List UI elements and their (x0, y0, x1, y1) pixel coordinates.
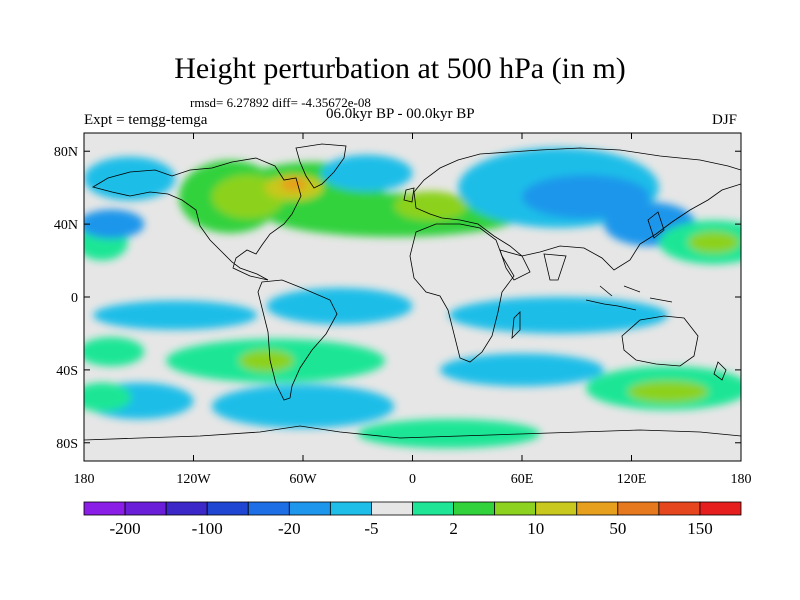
coast-madagascar (511, 311, 521, 340)
coastlines (84, 143, 741, 441)
lat-tick-label: 40N (54, 218, 78, 233)
coast-eurasia (413, 147, 741, 271)
lat-tick-label: 40S (56, 364, 78, 379)
period-label: 06.0kyr BP - 00.0kyr BP (326, 106, 475, 122)
season-label: DJF (712, 112, 738, 128)
colorbar-box (453, 501, 496, 516)
field-blob-17 (266, 287, 413, 325)
lon-tick-label: 120E (617, 472, 647, 487)
field-contours (84, 147, 741, 449)
coast-australia (621, 315, 699, 367)
colorbar-box (535, 501, 578, 516)
lon-tick-label: 180 (731, 472, 752, 487)
colorbar-label: -100 (192, 519, 223, 538)
colorbar-box (371, 501, 413, 516)
colorbar-box (247, 501, 290, 516)
coast-antarctica (84, 425, 741, 441)
field-blob-21 (84, 337, 145, 367)
field-blob-18 (449, 297, 668, 334)
coast-british-isles (403, 187, 415, 203)
field-blob-12 (688, 231, 740, 254)
coast-indonesia (585, 285, 673, 311)
colorbar-box (329, 501, 372, 516)
coast-japan (647, 211, 665, 239)
coast-greenland (295, 143, 347, 189)
colorbar-box (165, 501, 208, 516)
coast-new-zealand (713, 361, 727, 381)
lat-tick-label: 80N (54, 145, 78, 160)
field-blob-5 (281, 176, 307, 192)
lon-tick-label: 60W (289, 472, 317, 487)
field-blob-27 (627, 380, 709, 403)
lon-tick-label: 0 (409, 472, 416, 487)
colorbar-box (699, 501, 742, 516)
colorbar-box (658, 501, 701, 516)
colorbar-box (617, 501, 660, 516)
colorbar: -200 -100 -20 -5 2 10 50 150 (83, 501, 742, 538)
colorbar-box (83, 501, 126, 516)
field-blob-23 (84, 382, 132, 412)
field-blob-24 (211, 384, 395, 429)
lon-tick-label: 120W (176, 472, 211, 487)
field-blob-14 (84, 209, 145, 239)
field-blob-7 (321, 154, 413, 192)
colorbar-box (288, 501, 331, 516)
lat-tick-label: 80S (56, 437, 78, 452)
field-blob-25 (439, 353, 605, 387)
colorbar-label: 50 (609, 519, 626, 538)
coast-south-america (257, 279, 338, 401)
coast-india (543, 253, 567, 281)
coast-arabia (499, 249, 531, 281)
colorbar-label: -20 (278, 519, 301, 538)
coast-africa (409, 223, 515, 363)
field-blob-28 (357, 419, 541, 449)
colorbar-label: -200 (109, 519, 140, 538)
colorbar-box (494, 501, 537, 516)
field-blob-9 (522, 174, 650, 219)
colorbar-label: 150 (687, 519, 713, 538)
colorbar-box (206, 501, 249, 516)
field-blob-20 (239, 349, 294, 372)
colorbar-box (576, 501, 619, 516)
field-blob-15 (84, 156, 176, 201)
colorbar-box (124, 501, 167, 516)
lon-tick-label: 60E (511, 472, 534, 487)
experiment-label: Expt = temgg-temga (84, 112, 208, 128)
colorbar-label: -5 (364, 519, 378, 538)
colorbar-box (412, 501, 454, 516)
field-blob-16 (93, 300, 258, 330)
lat-tick-label: 0 (71, 291, 78, 306)
colorbar-label: 2 (449, 519, 458, 538)
lon-tick-label: 180 (74, 472, 95, 487)
coast-north-america (91, 157, 302, 281)
colorbar-label: 10 (527, 519, 544, 538)
axes: 80N 40N 0 40S 80S 180 120W 60W 0 60E 120E 180 (54, 133, 752, 487)
stats-line: rmsd= 6.27892 diff= -4.35672e-08 (190, 95, 371, 110)
chart-title: Height perturbation at 500 hPa (in m) (174, 52, 626, 85)
